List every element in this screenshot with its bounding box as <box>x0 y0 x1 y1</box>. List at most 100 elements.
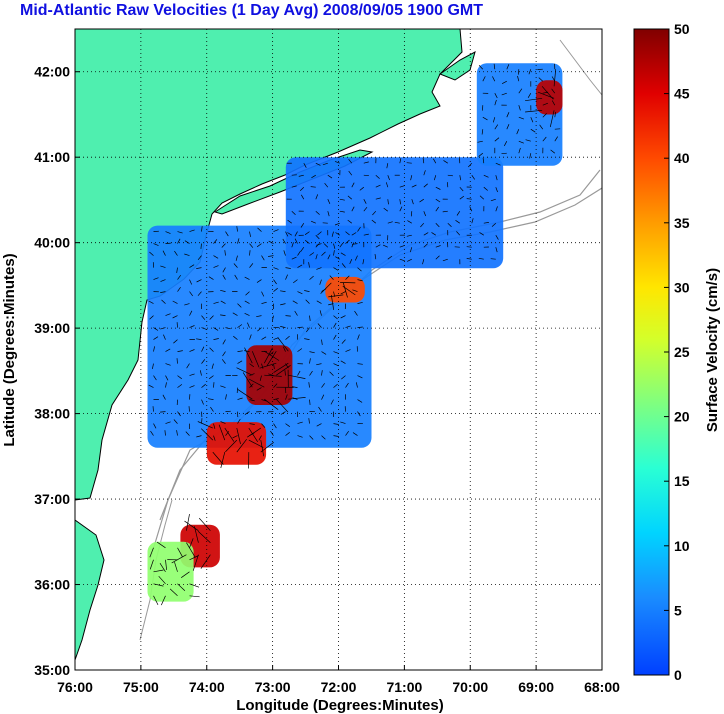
velocity-arrow <box>264 398 279 410</box>
velocity-arrow <box>340 360 346 364</box>
velocity-arrow <box>273 423 277 429</box>
velocity-arrow <box>318 406 322 412</box>
velocity-arrow <box>355 382 358 388</box>
velocity-arrow <box>161 299 166 304</box>
velocity-arrow <box>165 313 171 316</box>
velocity-arrow <box>518 105 521 111</box>
velocity-arrow <box>249 399 255 402</box>
velocity-arrow <box>234 274 238 280</box>
velocity-arrow <box>160 279 166 282</box>
velocity-arrow <box>311 174 316 179</box>
velocity-arrow <box>316 423 322 427</box>
velocity-arrow <box>249 243 254 248</box>
velocity-arrow <box>288 397 306 400</box>
velocity-arrow <box>382 244 388 248</box>
velocity-arrow <box>317 323 322 328</box>
velocity-arrow <box>352 432 358 436</box>
velocity-arrow <box>385 182 389 188</box>
velocity-arrow <box>423 232 429 236</box>
velocity-arrow <box>525 109 543 113</box>
velocity-arrow <box>261 399 267 402</box>
velocity-arrow <box>407 258 412 262</box>
y-tick-label: 35:00 <box>34 662 70 678</box>
velocity-arrow <box>173 339 178 344</box>
velocity-arrow <box>177 547 183 557</box>
velocity-arrow <box>188 406 190 412</box>
velocity-arrow <box>149 251 154 256</box>
velocity-arrow <box>333 423 339 425</box>
velocity-arrow <box>432 158 437 164</box>
velocity-arrow <box>527 93 532 98</box>
velocity-arrow <box>173 419 178 424</box>
velocity-arrow <box>160 265 166 268</box>
velocity-arrow <box>297 326 303 328</box>
velocity-arrow <box>299 186 305 192</box>
velocity-arrow <box>333 250 335 256</box>
velocity-arrow <box>220 314 226 316</box>
velocity-arrow <box>410 175 413 181</box>
velocity-arrow <box>189 291 193 297</box>
velocity-arrow <box>249 250 251 256</box>
velocity-arrow <box>236 428 241 445</box>
velocity-arrow <box>374 254 377 260</box>
colorbar-tick-label: 10 <box>674 538 690 554</box>
velocity-arrow <box>259 362 277 369</box>
velocity-arrow <box>340 291 346 295</box>
velocity-arrow <box>357 363 363 365</box>
y-tick-label: 37:00 <box>34 491 70 507</box>
velocity-arrow <box>494 137 500 142</box>
velocity-arrow <box>292 386 298 388</box>
velocity-arrow <box>490 198 496 202</box>
velocity-arrow <box>329 371 334 376</box>
velocity-arrow <box>285 423 291 427</box>
velocity-arrow <box>399 185 405 188</box>
velocity-arrow <box>153 327 159 331</box>
velocity-arrow <box>172 300 178 304</box>
velocity-arrow <box>285 394 288 400</box>
velocity-arrow <box>406 162 412 164</box>
velocity-arrow <box>357 267 362 272</box>
velocity-arrow <box>339 198 345 201</box>
velocity-arrow <box>189 279 193 285</box>
velocity-arrow <box>375 184 381 188</box>
velocity-arrow <box>375 244 381 248</box>
velocity-arrow <box>165 421 171 424</box>
velocity-arrow <box>341 339 346 344</box>
velocity-arrow <box>363 233 369 236</box>
velocity-arrow <box>160 291 166 293</box>
velocity-arrow <box>222 339 226 345</box>
velocity-arrow <box>309 351 315 354</box>
y-tick-label: 38:00 <box>34 406 70 422</box>
velocity-arrow <box>244 347 253 364</box>
velocity-arrow <box>266 351 277 367</box>
velocity-arrow <box>442 258 448 262</box>
velocity-arrow <box>186 363 190 369</box>
velocity-arrow <box>256 315 262 318</box>
velocity-arrow <box>309 435 314 440</box>
velocity-arrow <box>197 291 202 296</box>
velocity-vectors <box>148 63 561 606</box>
velocity-arrow <box>213 338 219 340</box>
velocity-arrow <box>495 175 498 181</box>
velocity-arrow <box>280 303 286 306</box>
velocity-arrow <box>335 256 340 260</box>
velocity-arrow <box>387 175 390 181</box>
colorbar-tick-label: 35 <box>674 215 690 231</box>
velocity-arrow <box>530 128 536 133</box>
velocity-arrow <box>335 232 340 236</box>
velocity-arrow <box>443 160 448 164</box>
velocity-arrow <box>273 279 277 285</box>
velocity-arrow <box>394 221 400 224</box>
velocity-arrow <box>261 301 267 304</box>
velocity-arrow <box>297 291 303 295</box>
velocity-arrow <box>249 263 254 268</box>
colorbar-tick-label: 15 <box>674 473 690 489</box>
velocity-arrow <box>411 199 414 205</box>
velocity-arrow <box>431 232 436 236</box>
velocity-arrow <box>268 255 274 257</box>
velocity-arrow <box>282 346 286 352</box>
velocity-arrow <box>174 250 178 256</box>
velocity-arrow <box>362 259 365 265</box>
velocity-arrow <box>233 335 238 340</box>
